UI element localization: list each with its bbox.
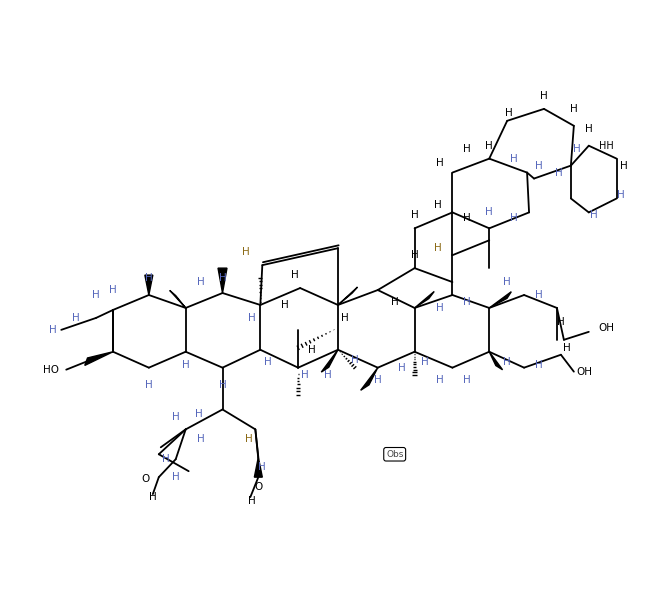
Text: H: H bbox=[391, 297, 399, 307]
Text: H: H bbox=[162, 454, 169, 465]
Text: H: H bbox=[351, 355, 358, 365]
Text: H: H bbox=[436, 375, 444, 384]
Text: H: H bbox=[49, 325, 57, 335]
Text: H: H bbox=[463, 375, 471, 384]
Text: OH: OH bbox=[599, 323, 615, 333]
Polygon shape bbox=[145, 275, 153, 295]
Polygon shape bbox=[489, 292, 511, 308]
Text: H: H bbox=[563, 343, 571, 353]
Text: H: H bbox=[436, 157, 444, 168]
Polygon shape bbox=[338, 287, 358, 305]
Text: H: H bbox=[557, 317, 565, 327]
Text: H: H bbox=[411, 210, 418, 220]
Text: H: H bbox=[341, 313, 349, 323]
Text: H: H bbox=[145, 273, 153, 283]
Text: H: H bbox=[109, 285, 117, 295]
Text: H: H bbox=[585, 124, 592, 134]
Text: OH: OH bbox=[577, 366, 593, 377]
Polygon shape bbox=[85, 352, 113, 365]
Text: H: H bbox=[617, 191, 625, 201]
Polygon shape bbox=[170, 290, 186, 308]
Text: H: H bbox=[619, 160, 627, 170]
Text: H: H bbox=[197, 434, 204, 444]
Text: O: O bbox=[142, 474, 150, 484]
Text: H: H bbox=[241, 247, 249, 257]
Text: H: H bbox=[248, 496, 256, 506]
Text: H: H bbox=[149, 492, 157, 502]
Text: H: H bbox=[219, 273, 227, 283]
Text: H: H bbox=[281, 300, 289, 310]
Text: H: H bbox=[590, 210, 598, 220]
Text: H: H bbox=[420, 356, 428, 366]
Polygon shape bbox=[360, 368, 378, 390]
Text: H: H bbox=[535, 290, 543, 300]
Text: HH: HH bbox=[599, 141, 614, 151]
Text: H: H bbox=[486, 207, 493, 217]
Text: HO: HO bbox=[43, 365, 59, 375]
Text: H: H bbox=[324, 369, 332, 380]
Text: H: H bbox=[486, 141, 493, 151]
Text: H: H bbox=[374, 375, 382, 384]
Text: H: H bbox=[291, 270, 299, 280]
Text: H: H bbox=[92, 290, 100, 300]
Text: H: H bbox=[436, 303, 444, 313]
Text: H: H bbox=[301, 369, 309, 380]
Text: H: H bbox=[258, 462, 266, 472]
Text: H: H bbox=[535, 360, 543, 369]
Polygon shape bbox=[415, 292, 434, 308]
Text: H: H bbox=[570, 104, 578, 114]
Text: H: H bbox=[573, 144, 581, 154]
Text: H: H bbox=[244, 434, 252, 444]
Text: H: H bbox=[503, 356, 511, 366]
Text: H: H bbox=[463, 144, 471, 154]
Text: H: H bbox=[540, 91, 548, 101]
Text: H: H bbox=[398, 363, 405, 372]
Text: H: H bbox=[535, 160, 543, 170]
Text: H: H bbox=[264, 356, 272, 366]
Text: H: H bbox=[197, 277, 204, 287]
Polygon shape bbox=[489, 352, 503, 370]
Text: H: H bbox=[182, 360, 190, 369]
Polygon shape bbox=[254, 457, 262, 477]
Text: H: H bbox=[145, 380, 153, 390]
Text: H: H bbox=[463, 297, 471, 307]
Text: H: H bbox=[434, 243, 442, 253]
Text: H: H bbox=[248, 313, 256, 323]
Text: H: H bbox=[505, 108, 513, 118]
Text: H: H bbox=[195, 409, 202, 419]
Text: H: H bbox=[510, 213, 518, 223]
Polygon shape bbox=[218, 268, 227, 293]
Text: Obs: Obs bbox=[386, 450, 403, 459]
Text: H: H bbox=[172, 472, 180, 482]
Text: H: H bbox=[510, 154, 518, 164]
Text: H: H bbox=[503, 277, 511, 287]
Text: O: O bbox=[254, 482, 262, 492]
Text: H: H bbox=[172, 412, 180, 422]
Text: H: H bbox=[308, 345, 316, 355]
Text: H: H bbox=[463, 213, 471, 223]
Text: H: H bbox=[219, 380, 227, 390]
Polygon shape bbox=[322, 350, 338, 372]
Text: H: H bbox=[434, 200, 442, 210]
Text: H: H bbox=[72, 313, 80, 323]
Text: H: H bbox=[555, 168, 563, 178]
Text: H: H bbox=[411, 250, 418, 260]
